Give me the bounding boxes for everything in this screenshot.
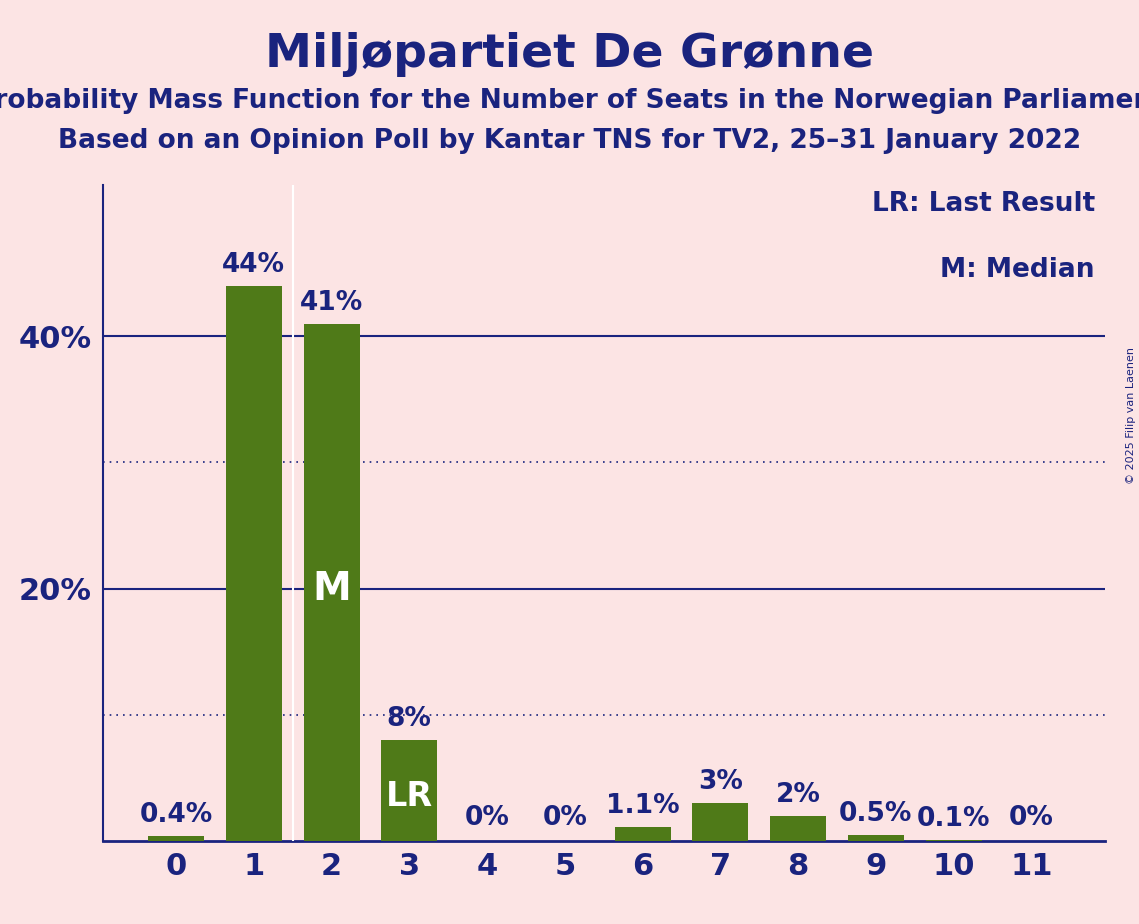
Text: 0.1%: 0.1% [917, 806, 990, 832]
Text: © 2025 Filip van Laenen: © 2025 Filip van Laenen [1126, 347, 1136, 484]
Bar [304, 323, 360, 841]
Bar [615, 827, 671, 841]
Text: 44%: 44% [222, 252, 285, 278]
Bar [148, 836, 204, 841]
Text: M: M [312, 569, 351, 607]
Bar [382, 740, 437, 841]
Bar [847, 834, 903, 841]
Text: 0.5%: 0.5% [839, 801, 912, 827]
Bar [226, 286, 281, 841]
Text: 0%: 0% [542, 805, 588, 831]
Bar [693, 803, 748, 841]
Text: Probability Mass Function for the Number of Seats in the Norwegian Parliament: Probability Mass Function for the Number… [0, 88, 1139, 114]
Text: M: Median: M: Median [941, 257, 1095, 283]
Text: 0%: 0% [1009, 805, 1054, 831]
Text: Miljøpartiet De Grønne: Miljøpartiet De Grønne [265, 32, 874, 78]
Text: LR: Last Result: LR: Last Result [871, 191, 1095, 217]
Bar [926, 840, 982, 841]
Text: 8%: 8% [387, 706, 432, 733]
Text: 0.4%: 0.4% [139, 802, 213, 828]
Text: 1.1%: 1.1% [606, 794, 679, 820]
Text: 2%: 2% [776, 782, 820, 808]
Text: LR: LR [386, 780, 433, 813]
Text: 0%: 0% [465, 805, 509, 831]
Text: 3%: 3% [698, 770, 743, 796]
Text: Based on an Opinion Poll by Kantar TNS for TV2, 25–31 January 2022: Based on an Opinion Poll by Kantar TNS f… [58, 128, 1081, 153]
Text: 41%: 41% [300, 290, 363, 316]
Bar [770, 816, 826, 841]
